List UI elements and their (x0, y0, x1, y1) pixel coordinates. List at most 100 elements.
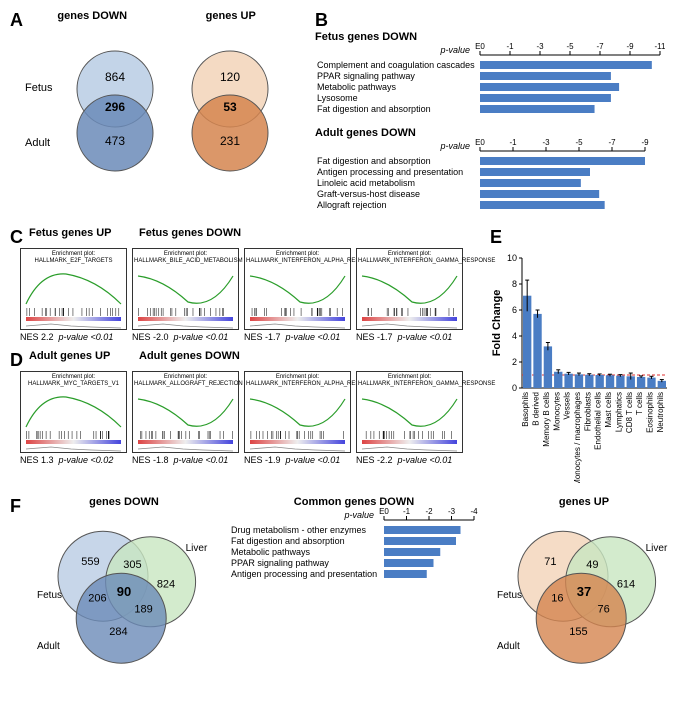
svg-text:2: 2 (512, 357, 517, 367)
svg-text:Antigen processing and present: Antigen processing and presentation (317, 167, 463, 177)
svg-text:Metabolic pathways: Metabolic pathways (231, 547, 311, 557)
gsea-plot: Enrichment plot: HALLMARK_INTERFERON_GAM… (356, 371, 468, 465)
svg-text:10: 10 (507, 253, 517, 263)
label-e: E (490, 227, 502, 247)
a-down-title: genes DOWN (23, 10, 162, 22)
svg-text:4: 4 (512, 331, 517, 341)
svg-text:-9: -9 (641, 139, 649, 147)
e-chart: 0246810Fold ChangeBasophilsB derivedMemo… (490, 248, 670, 483)
svg-text:Basophils: Basophils (521, 392, 530, 427)
f-up-title: genes UP (489, 496, 679, 508)
svg-text:p-value: p-value (343, 510, 374, 520)
f-down-title: genes DOWN (29, 496, 219, 508)
svg-text:Fat digestion and absorption: Fat digestion and absorption (317, 104, 431, 114)
panel-e: E 0246810Fold ChangeBasophilsB derivedMe… (490, 227, 670, 488)
svg-text:Fetus: Fetus (497, 590, 522, 601)
label-a: A (10, 10, 23, 31)
svg-text:E0: E0 (379, 508, 389, 516)
svg-text:Fetus: Fetus (37, 590, 62, 601)
f-bars-chart: E0-1-2-3-4p-valueDrug metabolism - other… (229, 508, 479, 593)
svg-text:Monocytes: Monocytes (552, 392, 561, 431)
panel-f: F genes DOWN 55982428430520618990LiverFe… (10, 496, 675, 673)
svg-text:Complement and coagulation cas: Complement and coagulation cascades (317, 60, 475, 70)
svg-text:Antigen processing and present: Antigen processing and presentation (231, 569, 377, 579)
svg-text:Endothelial cells: Endothelial cells (594, 392, 603, 450)
svg-text:-1: -1 (509, 139, 517, 147)
svg-text:Fat digestion and absorption: Fat digestion and absorption (317, 156, 431, 166)
panel-d: D Adult genes UPAdult genes DOWN Enrichm… (10, 350, 480, 465)
svg-text:E0: E0 (475, 43, 485, 51)
svg-text:-5: -5 (566, 43, 574, 51)
panel-c: C Fetus genes UPFetus genes DOWN Enrichm… (10, 227, 480, 342)
svg-text:Drug metabolism - other enzyme: Drug metabolism - other enzymes (231, 525, 367, 535)
svg-text:-3: -3 (536, 43, 544, 51)
svg-text:Liver: Liver (646, 543, 668, 554)
svg-text:284: 284 (109, 626, 127, 638)
svg-text:Mast cells: Mast cells (604, 392, 613, 428)
f-up-venn: 7161415549167637LiverFetusAdult (489, 508, 679, 668)
svg-text:E0: E0 (475, 139, 485, 147)
gsea-plot: Enrichment plot: HALLMARK_ALLOGRAFT_REJE… (132, 371, 244, 465)
svg-text:Adult: Adult (497, 641, 520, 652)
b-adult-chart: E0 -1 -3 -5 -7 -9 p-value Fat digestion and abs… (315, 139, 665, 214)
svg-text:559: 559 (81, 556, 99, 568)
panel-b: B Fetus genes DOWN E0 -1 -3 -5 -7 -9 -11 p-valu… (315, 10, 665, 219)
svg-text:155: 155 (569, 626, 587, 638)
svg-text:-2: -2 (425, 508, 433, 516)
svg-text:-3: -3 (542, 139, 550, 147)
label-c: C (10, 227, 23, 248)
svg-text:296: 296 (105, 100, 125, 114)
svg-text:-7: -7 (596, 43, 604, 51)
b-adult-title: Adult genes DOWN (315, 127, 665, 139)
gsea-plot: Enrichment plot: HALLMARK_E2F_TARGETSNES… (20, 248, 132, 342)
b-fetus-chart: E0-1-3-5-7-9-11p-valueComplement and coa… (315, 43, 665, 118)
svg-text:-1: -1 (403, 508, 411, 516)
svg-text:PPAR signaling pathway: PPAR signaling pathway (317, 71, 415, 81)
svg-text:Vessels: Vessels (563, 392, 572, 420)
svg-text:CD8 T cells: CD8 T cells (625, 392, 634, 433)
svg-text:8: 8 (512, 279, 517, 289)
svg-text:Adult: Adult (37, 641, 60, 652)
gsea-plot: Enrichment plot: HALLMARK_INTERFERON_ALP… (244, 248, 356, 342)
label-d: D (10, 350, 23, 371)
svg-text:Fat digestion and absorption: Fat digestion and absorption (231, 536, 345, 546)
svg-text:614: 614 (617, 578, 635, 590)
svg-text:76: 76 (597, 604, 609, 616)
svg-text:Monocytes / macrophages: Monocytes / macrophages (573, 392, 582, 483)
svg-text:-9: -9 (626, 43, 634, 51)
svg-text:Linoleic acid metabolism: Linoleic acid metabolism (317, 178, 415, 188)
svg-text:-7: -7 (608, 139, 616, 147)
svg-text:231: 231 (220, 134, 240, 148)
venn-a: 86429647312053231FetusAdult (10, 31, 300, 186)
svg-text:-5: -5 (575, 139, 583, 147)
svg-text:6: 6 (512, 305, 517, 315)
svg-text:Lymphatics: Lymphatics (614, 392, 623, 432)
gsea-plot: Enrichment plot: HALLMARK_INTERFERON_GAM… (356, 248, 468, 342)
svg-text:49: 49 (586, 559, 598, 571)
f-down-venn: 55982428430520618990LiverFetusAdult (29, 508, 219, 668)
svg-text:Neutrophils: Neutrophils (656, 392, 665, 432)
svg-text:-3: -3 (448, 508, 456, 516)
svg-text:Fetus: Fetus (25, 82, 53, 94)
gsea-plot: Enrichment plot: HALLMARK_MYC_TARGETS_V1… (20, 371, 132, 465)
svg-text:16: 16 (551, 592, 563, 604)
label-f: F (10, 496, 21, 517)
svg-text:T cells: T cells (635, 392, 644, 415)
svg-text:p-value: p-value (439, 45, 470, 55)
svg-text:Allograft rejection: Allograft rejection (317, 200, 387, 210)
svg-text:-11: -11 (655, 43, 665, 51)
svg-text:Eosinophils: Eosinophils (645, 392, 654, 433)
svg-text:305: 305 (123, 559, 141, 571)
svg-text:Liver: Liver (186, 543, 208, 554)
svg-text:Graft-versus-host disease: Graft-versus-host disease (317, 189, 420, 199)
svg-text:206: 206 (88, 592, 106, 604)
a-up-title: genes UP (162, 10, 301, 22)
label-b: B (315, 10, 328, 30)
svg-text:PPAR signaling pathway: PPAR signaling pathway (231, 558, 329, 568)
svg-text:Fibroblasts: Fibroblasts (583, 392, 592, 431)
svg-text:Memory B cells: Memory B cells (542, 392, 551, 447)
svg-text:p-value: p-value (439, 141, 470, 151)
gsea-plot: Enrichment plot: HALLMARK_BILE_ACID_META… (132, 248, 244, 342)
b-fetus-title: Fetus genes DOWN (315, 31, 665, 43)
svg-text:71: 71 (544, 556, 556, 568)
